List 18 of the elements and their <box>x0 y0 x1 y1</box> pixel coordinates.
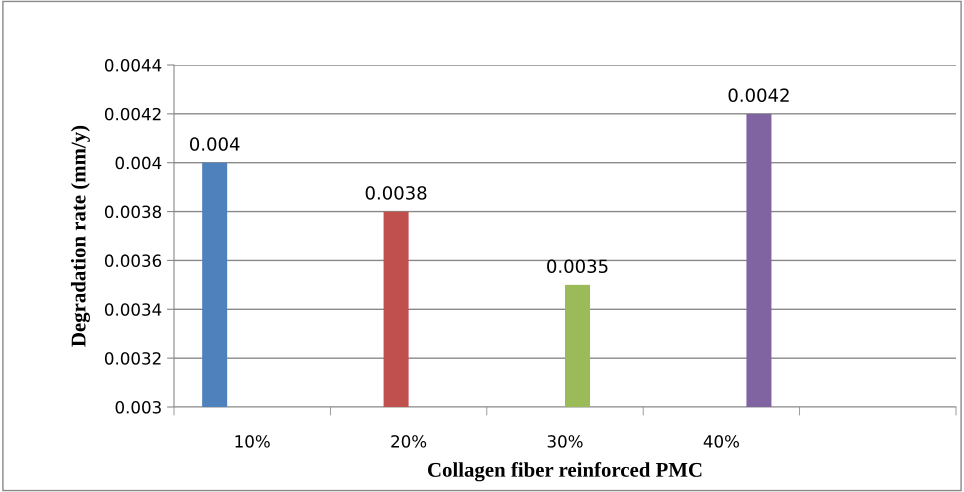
y-tick-label: 0.0032 <box>104 352 161 365</box>
y-tick-label: 0.003 <box>116 400 161 414</box>
y-axis-title: Degradation rate (mm/y) <box>70 126 90 347</box>
data-label: 0.0038 <box>366 186 426 200</box>
y-tick-label: 0.004 <box>116 156 162 170</box>
x-tick-label: 20% <box>391 435 426 448</box>
y-tick-label: 0.0034 <box>104 303 162 316</box>
data-label: 0.0042 <box>728 88 789 102</box>
x-tick-label: 40% <box>704 435 739 448</box>
data-label: 0.0035 <box>547 259 608 274</box>
y-tick-label: 0.0042 <box>104 108 161 120</box>
data-label: 0.004 <box>190 137 240 151</box>
x-axis-title: Collagen fiber reinforced PMC <box>428 462 702 482</box>
x-tick-label: 30% <box>548 435 583 448</box>
x-tick-label: 10% <box>236 435 270 448</box>
y-tick-label: 0.0036 <box>104 254 162 267</box>
y-tick-label: 0.0038 <box>104 206 162 218</box>
y-tick-label: 0.0044 <box>104 58 162 72</box>
